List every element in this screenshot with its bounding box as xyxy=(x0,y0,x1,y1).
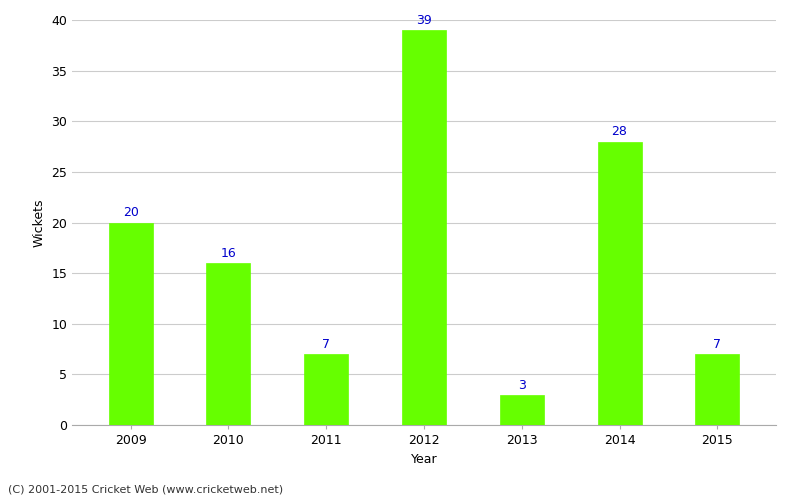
Text: 16: 16 xyxy=(221,247,236,260)
X-axis label: Year: Year xyxy=(410,452,438,466)
Bar xyxy=(304,354,348,425)
Bar xyxy=(206,263,250,425)
Text: 7: 7 xyxy=(714,338,722,351)
Y-axis label: Wickets: Wickets xyxy=(33,198,46,246)
Text: 20: 20 xyxy=(122,206,138,220)
Bar xyxy=(598,142,642,425)
Text: 3: 3 xyxy=(518,378,526,392)
Text: (C) 2001-2015 Cricket Web (www.cricketweb.net): (C) 2001-2015 Cricket Web (www.cricketwe… xyxy=(8,485,283,495)
Text: 28: 28 xyxy=(612,126,627,138)
Bar xyxy=(500,394,544,425)
Bar xyxy=(109,222,153,425)
Text: 39: 39 xyxy=(416,14,432,27)
Bar xyxy=(695,354,739,425)
Text: 7: 7 xyxy=(322,338,330,351)
Bar xyxy=(402,30,446,425)
